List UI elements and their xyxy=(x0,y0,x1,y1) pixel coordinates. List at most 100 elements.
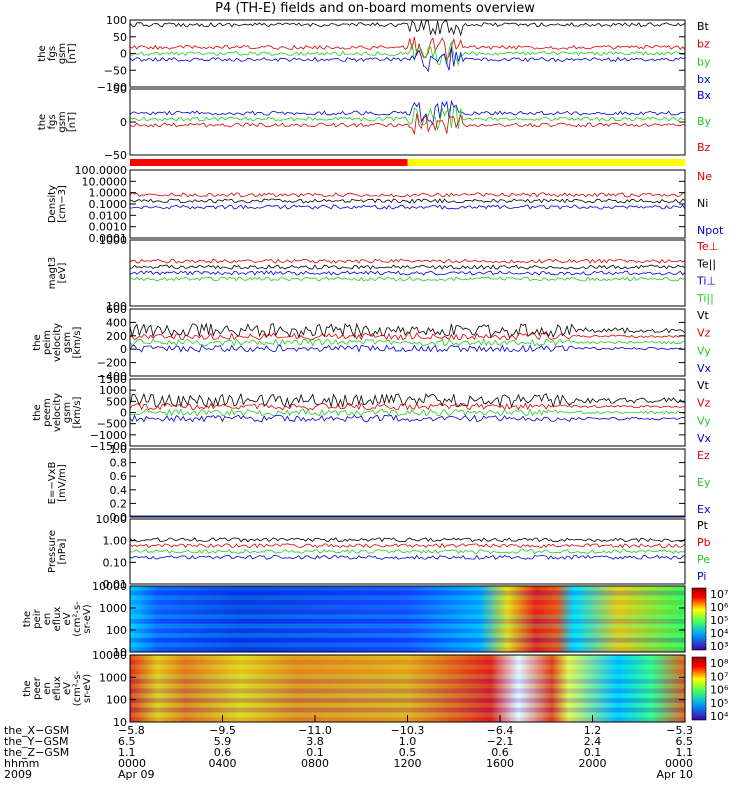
spectrogram-band xyxy=(130,678,685,684)
y-tick-label: −200 xyxy=(97,357,127,370)
series-line-Vx xyxy=(129,344,686,353)
x-axis-value: 0000 xyxy=(665,757,693,770)
y-tick-label: 1.0 xyxy=(110,443,128,456)
x-axis-value: 6.5 xyxy=(676,735,694,748)
spectrogram-band xyxy=(130,674,685,679)
panel-6 xyxy=(129,378,686,447)
y-tick-label: 0.8 xyxy=(110,457,128,470)
spectrogram-band xyxy=(130,707,685,713)
spectrogram-band xyxy=(130,637,685,643)
x-axis-value: Apr 09 xyxy=(118,768,155,781)
legend-label-By: By xyxy=(697,115,712,128)
colorbar-tick-label: 10³ xyxy=(710,640,728,653)
y-axis-label: peem xyxy=(42,398,53,426)
legend-label-Ez: Ez xyxy=(697,449,710,462)
y-axis-label: [nPa] xyxy=(57,538,68,564)
legend-label-Te⊥: Te⊥ xyxy=(696,240,718,253)
x-axis-value: 0.6 xyxy=(214,746,232,759)
y-axis-label: eflux xyxy=(52,607,63,632)
legend-label-Ti||: Ti|| xyxy=(696,292,714,305)
title: P4 (TH-E) fields and on-board moments ov… xyxy=(215,1,535,16)
y-tick-label: 0.0001 xyxy=(89,232,128,245)
y-axis-label: velocity xyxy=(52,393,63,432)
legend-label-Ey: Ey xyxy=(697,476,711,489)
panel-2 xyxy=(129,88,686,156)
y-tick-label: 0 xyxy=(120,343,127,356)
colorbar xyxy=(691,656,707,721)
series-line-Te⊥ xyxy=(129,258,686,264)
colorbar-tick-label: 10⁶ xyxy=(710,684,729,697)
y-tick-label: 0 xyxy=(120,407,127,420)
x-axis-value: 1.0 xyxy=(399,735,417,748)
spectrogram-band xyxy=(130,633,685,638)
y-axis-label: (cm²-s- xyxy=(72,601,83,637)
legend-label-bz: bz xyxy=(697,38,710,51)
y-axis-label: [mV/m] xyxy=(57,464,68,502)
y-axis-label: the xyxy=(37,114,48,130)
y-tick-label: −100 xyxy=(97,81,127,94)
y-axis-label: eflux xyxy=(52,676,63,701)
panel-frame xyxy=(129,518,686,585)
spectrogram-band xyxy=(130,604,685,610)
spectrogram-band xyxy=(130,698,685,703)
panel-4 xyxy=(129,239,686,307)
y-tick-label: 200 xyxy=(106,330,127,343)
x-axis-value: −5.3 xyxy=(666,724,693,737)
legend-label-Vx: Vx xyxy=(697,362,712,375)
spectrogram-band xyxy=(130,623,685,629)
x-axis-value: 0.6 xyxy=(491,746,509,759)
colorbar-tick-label: 10⁸ xyxy=(710,657,729,670)
y-tick-label: 1000 xyxy=(99,234,127,247)
y-tick-label: 1.00 xyxy=(103,535,128,548)
series-line-Vx xyxy=(129,414,686,423)
status-bar-segment xyxy=(130,159,408,166)
series-line-Ne xyxy=(129,192,685,198)
panel-9 xyxy=(129,585,707,653)
x-axis-value: 1.1 xyxy=(676,746,694,759)
y-axis-label: peir xyxy=(32,608,43,628)
y-tick-label: −50 xyxy=(104,64,127,77)
legend-label-Ni: Ni xyxy=(697,197,708,210)
spectrogram-band xyxy=(130,595,685,601)
legend-label-Ti⊥: Ti⊥ xyxy=(696,275,716,288)
y-axis-label: eV xyxy=(62,682,73,695)
y-axis-label: gsm xyxy=(57,111,68,132)
y-axis-label: E=−VxB xyxy=(47,462,58,505)
spectrogram-band xyxy=(130,647,685,652)
series-line-Vz xyxy=(129,332,686,341)
legend-label-Vz: Vz xyxy=(697,397,711,410)
y-tick-label: 0.6 xyxy=(110,470,128,483)
legend-label-Pi: Pi xyxy=(697,570,706,583)
y-axis-label: gsm xyxy=(62,332,73,353)
legend-label-by: by xyxy=(697,55,711,68)
y-tick-label: 0.0100 xyxy=(89,209,128,222)
y-tick-label: 10.00 xyxy=(96,513,128,526)
x-axis-row-label: the_X−GSM xyxy=(4,724,69,737)
y-axis-label: the xyxy=(22,680,33,696)
x-axis-value: −2.1 xyxy=(487,735,514,748)
y-axis-label: the xyxy=(37,45,48,61)
x-axis-value: 1.2 xyxy=(584,724,602,737)
y-tick-label: −500 xyxy=(97,418,127,431)
panel-frame xyxy=(129,378,686,447)
legend-label-Pt: Pt xyxy=(697,519,709,532)
spectrogram-band xyxy=(130,712,685,718)
y-tick-label: −1000 xyxy=(90,429,127,442)
colorbar-tick-label: 10⁷ xyxy=(710,670,728,683)
spectrogram-band xyxy=(130,659,685,665)
legend-label-Vz: Vz xyxy=(697,327,711,340)
x-axis-value: 0.5 xyxy=(399,746,417,759)
legend-label-Vy: Vy xyxy=(697,344,711,357)
x-axis-value: −6.4 xyxy=(487,724,514,737)
series-line-Npot xyxy=(129,204,686,210)
y-axis-label: the xyxy=(22,611,33,627)
spectrogram-band xyxy=(130,683,685,689)
y-axis-label: the xyxy=(32,334,43,350)
spectrogram-band xyxy=(130,655,685,660)
spectrogram-band xyxy=(130,669,685,675)
x-axis-value: −9.5 xyxy=(209,724,236,737)
series-line-Vt xyxy=(129,392,686,409)
colorbar-tick-label: 10⁶ xyxy=(710,601,729,614)
y-tick-label: 100 xyxy=(106,14,127,27)
legend-label-bx: bx xyxy=(697,73,711,86)
